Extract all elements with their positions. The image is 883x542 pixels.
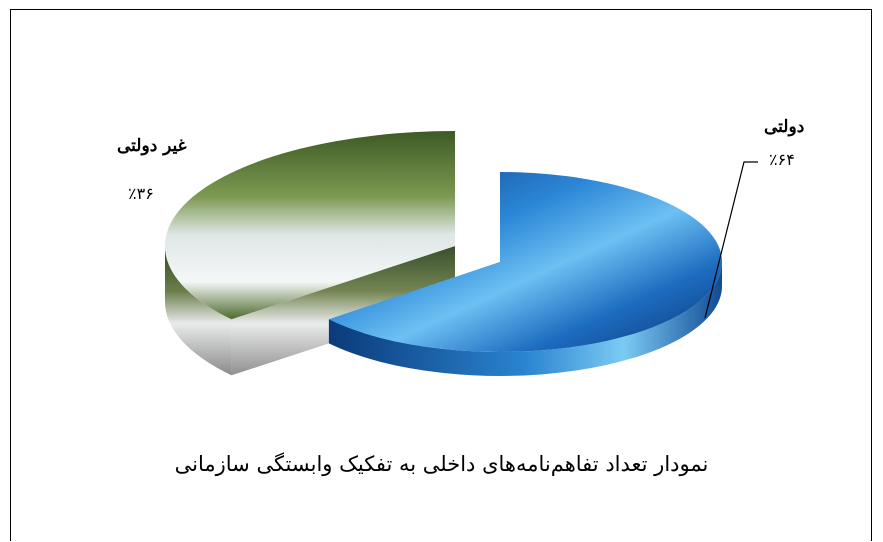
slice-label-non-government: غیر دولتی	[117, 136, 187, 156]
chart-title: نمودار تعداد تفاهم‌نامه‌های داخلی به تفک…	[174, 452, 709, 476]
slice-value-non-government: ٪۳۶	[128, 184, 154, 203]
pie-slice-non-government	[165, 131, 455, 376]
slice-value-government: ٪۶۴	[769, 150, 795, 169]
leader-line-government	[704, 161, 758, 319]
pie-slice-government	[328, 172, 722, 377]
slice-label-government: دولتی	[764, 117, 805, 137]
